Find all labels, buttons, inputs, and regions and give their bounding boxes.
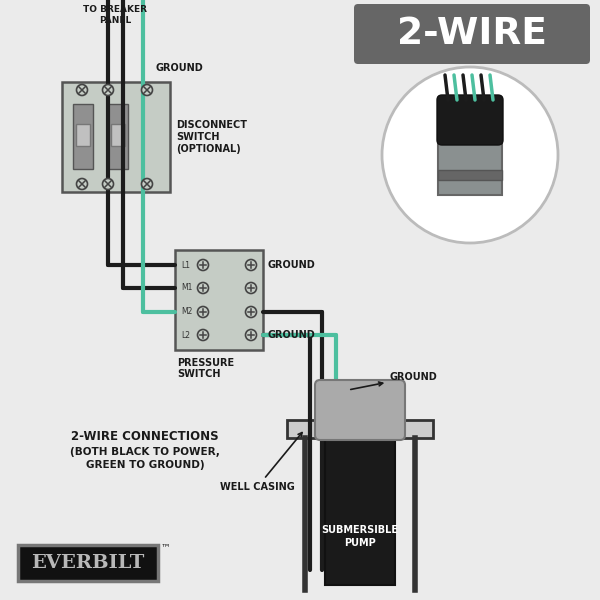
Circle shape (142, 179, 152, 190)
Text: GROUND: GROUND (155, 63, 203, 73)
Circle shape (103, 85, 113, 95)
Bar (18, 545, 158, 581)
Circle shape (77, 179, 88, 190)
Text: SWITCH: SWITCH (177, 369, 221, 379)
Text: GROUND: GROUND (268, 330, 316, 340)
Text: PANEL: PANEL (99, 16, 131, 25)
Text: PUMP: PUMP (344, 538, 376, 548)
Circle shape (77, 85, 88, 95)
Text: TO BREAKER: TO BREAKER (83, 5, 147, 14)
Bar (62, 82, 170, 192)
Text: L2: L2 (181, 331, 190, 340)
Text: (OPTIONAL): (OPTIONAL) (176, 144, 241, 154)
Text: SWITCH: SWITCH (176, 132, 220, 142)
Bar (438, 135, 502, 195)
Text: L1: L1 (181, 260, 190, 269)
Circle shape (103, 179, 113, 190)
Text: ™: ™ (161, 542, 171, 552)
Text: DISCONNECT: DISCONNECT (176, 120, 247, 130)
Circle shape (245, 329, 257, 340)
Bar (287, 420, 433, 438)
Text: 2-WIRE CONNECTIONS: 2-WIRE CONNECTIONS (71, 430, 219, 443)
Bar (73, 104, 93, 169)
Bar (111, 124, 125, 146)
Circle shape (197, 259, 209, 271)
Circle shape (142, 85, 152, 95)
Circle shape (382, 67, 558, 243)
Bar (108, 104, 128, 169)
FancyBboxPatch shape (315, 380, 405, 440)
Circle shape (197, 329, 209, 340)
Text: GREEN TO GROUND): GREEN TO GROUND) (86, 460, 205, 470)
FancyBboxPatch shape (437, 95, 503, 145)
Circle shape (245, 307, 257, 317)
Circle shape (197, 283, 209, 293)
Bar (175, 250, 263, 350)
Text: GROUND: GROUND (351, 372, 438, 389)
Text: GROUND: GROUND (268, 260, 316, 270)
Circle shape (245, 283, 257, 293)
Text: PRESSURE: PRESSURE (177, 358, 234, 368)
Text: M1: M1 (181, 283, 193, 292)
Circle shape (197, 307, 209, 317)
Bar (76, 124, 90, 146)
Text: SUBMERSIBLE: SUBMERSIBLE (322, 525, 398, 535)
Bar (438, 170, 502, 180)
Text: WELL CASING: WELL CASING (220, 433, 302, 492)
Bar (325, 430, 395, 585)
Text: (BOTH BLACK TO POWER,: (BOTH BLACK TO POWER, (70, 447, 220, 457)
FancyBboxPatch shape (354, 4, 590, 64)
Text: 2-WIRE: 2-WIRE (397, 16, 547, 52)
Text: M2: M2 (181, 307, 193, 317)
Text: EVERBILT: EVERBILT (31, 554, 145, 572)
Circle shape (245, 259, 257, 271)
